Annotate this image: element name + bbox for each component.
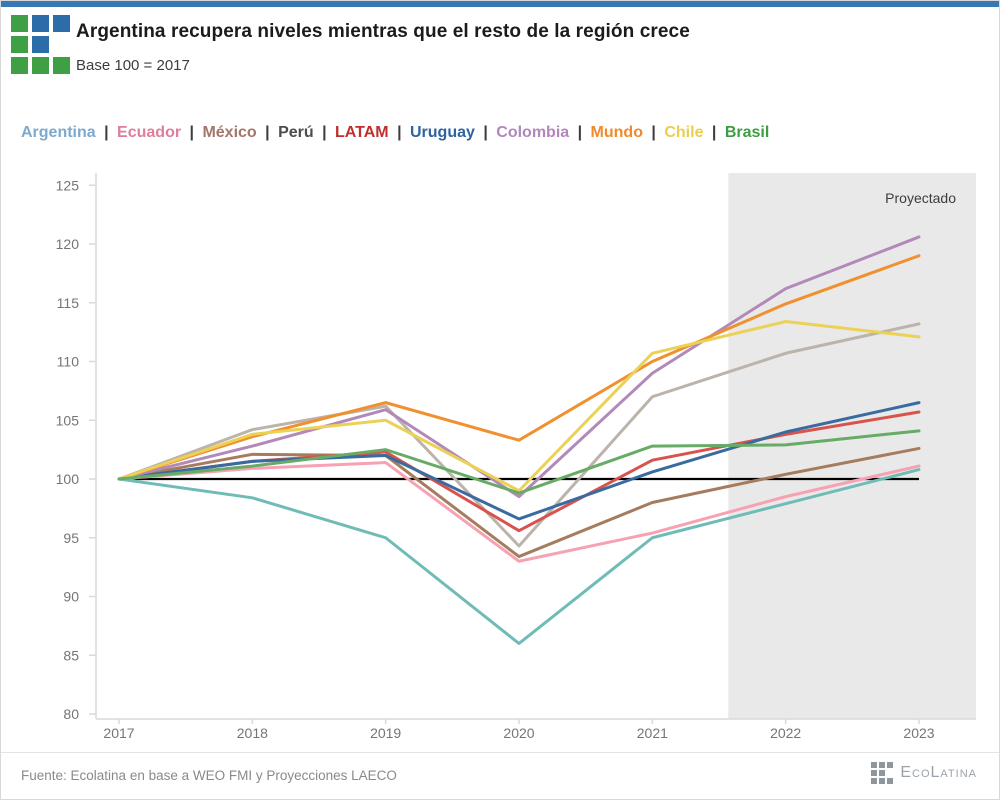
y-tick-label: 80 — [63, 706, 79, 722]
footer-brand: EcoLatina — [871, 762, 977, 784]
legend-separator: | — [99, 124, 114, 141]
x-tick-label: 2020 — [503, 725, 534, 741]
footer-divider — [1, 752, 999, 753]
legend-item-peru: Perú — [278, 124, 314, 141]
legend-item-argentina: Argentina — [21, 124, 96, 141]
chart-legend: Argentina | Ecuador | México | Perú | LA… — [21, 124, 769, 142]
logo-cell — [887, 770, 893, 776]
logo-cell — [887, 778, 894, 784]
x-tick-label: 2018 — [237, 725, 268, 741]
line-ecuador — [117, 461, 921, 563]
logo-cell — [879, 778, 886, 784]
legend-separator: | — [317, 124, 332, 141]
y-tick-label: 115 — [57, 295, 80, 311]
legend-item-mexico: México — [202, 124, 257, 141]
logo-cell — [871, 778, 878, 784]
legend-separator: | — [646, 124, 661, 141]
legend-separator: | — [573, 124, 587, 141]
logo-cell — [32, 57, 49, 74]
y-tick-label: 90 — [63, 589, 79, 605]
logo-cell — [11, 15, 28, 32]
logo-cell — [887, 762, 894, 768]
logo-cell — [53, 36, 70, 53]
logo-cell — [32, 36, 49, 53]
ecolatina-logo-icon — [11, 15, 70, 74]
y-tick-label: 105 — [56, 412, 80, 428]
projection-label: Proyectado — [885, 190, 956, 206]
x-tick-label: 2023 — [903, 725, 934, 741]
footer-brand-name: EcoLatina — [900, 764, 977, 781]
ecolatina-footer-logo-icon — [871, 762, 894, 784]
logo-cell — [879, 770, 886, 776]
y-tick-label: 95 — [63, 530, 79, 546]
x-tick-label: 2019 — [370, 725, 401, 741]
x-tick-label: 2017 — [103, 725, 134, 741]
legend-item-uruguay: Uruguay — [410, 124, 475, 141]
chart-title: Argentina recupera niveles mientras que … — [76, 21, 690, 42]
legend-separator: | — [392, 124, 406, 141]
logo-cell — [53, 15, 70, 32]
line-colombia — [117, 235, 921, 499]
legend-separator: | — [707, 124, 721, 141]
line-mexico — [117, 446, 921, 559]
legend-item-mundo: Mundo — [590, 124, 643, 141]
logo-cell — [871, 770, 878, 776]
legend-item-ecuador: Ecuador — [117, 124, 182, 141]
logo-cell — [879, 762, 886, 768]
legend-separator: | — [478, 124, 493, 141]
legend-item-latam: LATAM — [335, 124, 389, 141]
chart-subtitle: Base 100 = 2017 — [76, 57, 190, 74]
y-tick-label: 85 — [63, 647, 79, 663]
y-tick-label: 120 — [56, 236, 80, 252]
line-chile — [117, 320, 921, 493]
line-chart: Proyectado 80 85 90 95 100 105 110 115 120 125 2017… — [56, 173, 976, 741]
source-note: Fuente: Ecolatina en base a WEO FMI y Pr… — [21, 768, 397, 783]
legend-item-chile: Chile — [664, 124, 704, 141]
line-peru — [117, 322, 921, 548]
top-accent-bar — [1, 1, 999, 7]
legend-item-brasil: Brasil — [724, 124, 770, 141]
logo-cell — [53, 57, 70, 74]
logo-cell — [11, 36, 28, 53]
legend-separator: | — [185, 124, 199, 141]
x-tick-label: 2021 — [637, 725, 668, 741]
line-mundo — [117, 254, 921, 481]
logo-cell — [11, 57, 28, 74]
line-uruguay — [117, 401, 921, 521]
logo-cell — [32, 15, 49, 32]
y-tick-label: 110 — [57, 354, 80, 370]
x-tick-label: 2022 — [770, 725, 801, 741]
line-brasil — [117, 429, 921, 495]
y-tick-label: 125 — [56, 177, 80, 193]
logo-cell — [871, 762, 878, 768]
legend-separator: | — [260, 124, 275, 141]
y-tick-label: 100 — [56, 471, 80, 487]
legend-item-colombia: Colombia — [496, 124, 570, 141]
line-argentina — [117, 468, 921, 645]
